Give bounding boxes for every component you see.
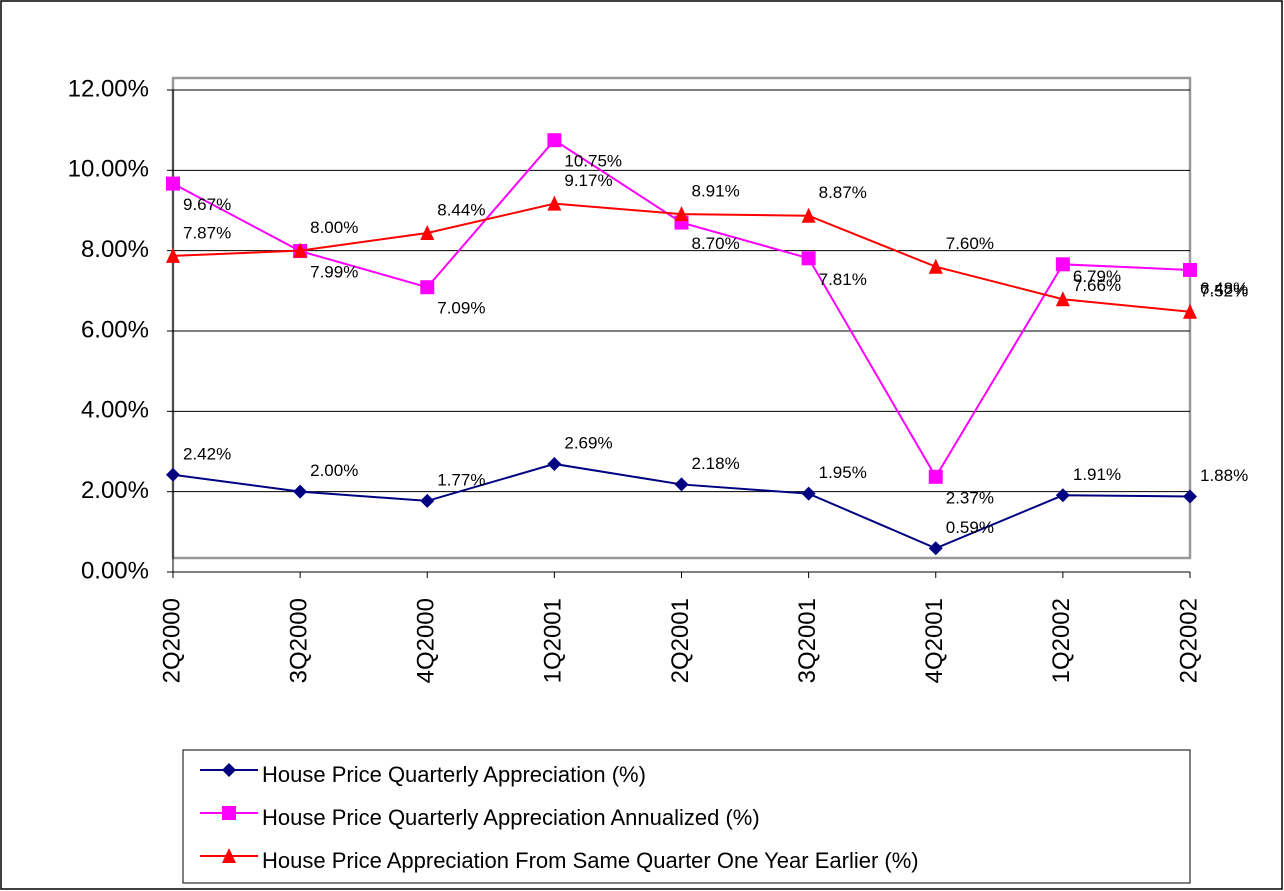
y-tick-label: 12.00% xyxy=(68,75,149,102)
y-tick-label: 2.00% xyxy=(81,477,149,504)
data-label: 7.60% xyxy=(946,234,994,253)
data-label: 1.88% xyxy=(1200,466,1248,485)
data-point xyxy=(420,280,435,295)
data-label: 9.67% xyxy=(183,195,231,214)
data-point xyxy=(547,456,562,471)
data-point xyxy=(674,477,689,492)
data-label: 8.87% xyxy=(819,183,867,202)
data-label: 8.70% xyxy=(692,234,740,253)
legend-label: House Price Appreciation From Same Quart… xyxy=(262,848,919,873)
data-point xyxy=(293,484,308,499)
x-tick-label: 1Q2002 xyxy=(1048,598,1075,683)
data-label: 8.91% xyxy=(692,182,740,201)
x-tick-label: 1Q2001 xyxy=(540,598,567,683)
data-point xyxy=(928,258,943,274)
y-tick-label: 0.00% xyxy=(81,557,149,584)
x-tick-label: 3Q2000 xyxy=(285,598,312,683)
data-point xyxy=(1055,257,1070,272)
y-tick-label: 10.00% xyxy=(68,156,149,183)
data-point xyxy=(166,467,180,482)
legend-label: House Price Quarterly Appreciation Annua… xyxy=(262,805,760,830)
data-point xyxy=(547,195,562,211)
data-label: 7.81% xyxy=(819,270,867,289)
data-point xyxy=(166,247,180,263)
data-point xyxy=(1183,303,1197,319)
data-label: 7.99% xyxy=(310,263,358,282)
y-tick-label: 4.00% xyxy=(81,397,149,424)
data-point xyxy=(166,176,180,191)
data-label: 0.59% xyxy=(946,518,994,537)
data-label: 1.77% xyxy=(437,470,485,489)
legend-marker xyxy=(222,763,236,777)
data-label: 9.17% xyxy=(564,171,612,190)
data-label: 2.69% xyxy=(564,433,612,452)
data-point xyxy=(1183,489,1197,504)
data-point xyxy=(420,224,435,240)
x-tick-label: 2Q2002 xyxy=(1175,598,1202,683)
data-point xyxy=(1055,291,1070,307)
x-tick-label: 2Q2001 xyxy=(667,598,694,683)
data-label: 7.87% xyxy=(183,223,231,242)
data-label: 2.00% xyxy=(310,461,358,480)
data-point xyxy=(801,486,816,501)
data-label: 1.91% xyxy=(1073,465,1121,484)
legend-box xyxy=(182,749,1191,884)
data-label: 10.75% xyxy=(564,152,622,171)
x-tick-label: 3Q2001 xyxy=(794,598,821,683)
data-label: 6.48% xyxy=(1200,279,1248,298)
data-point xyxy=(801,251,816,266)
data-label: 8.00% xyxy=(310,218,358,237)
x-tick-label: 2Q2000 xyxy=(158,598,185,683)
data-label: 2.37% xyxy=(946,488,994,507)
data-label: 2.42% xyxy=(183,444,231,463)
data-point xyxy=(801,207,816,223)
legend-marker xyxy=(222,848,236,863)
data-label: 7.09% xyxy=(437,299,485,318)
y-tick-label: 8.00% xyxy=(81,236,149,263)
data-label: 6.79% xyxy=(1073,267,1121,286)
data-point xyxy=(420,493,435,508)
x-tick-label: 4Q2000 xyxy=(413,598,440,683)
data-point xyxy=(928,541,943,556)
data-point xyxy=(1055,488,1070,503)
x-tick-label: 4Q2001 xyxy=(921,598,948,683)
data-label: 7.52% xyxy=(1200,281,1248,300)
data-label: 2.18% xyxy=(692,454,740,473)
data-label: 1.95% xyxy=(819,463,867,482)
data-point xyxy=(674,206,689,222)
data-point xyxy=(928,469,943,484)
data-point xyxy=(1183,262,1197,277)
legend-label: House Price Quarterly Appreciation (%) xyxy=(262,762,646,787)
legend-marker xyxy=(222,806,236,820)
data-point xyxy=(547,133,562,148)
data-point xyxy=(293,242,308,258)
y-tick-label: 6.00% xyxy=(81,316,149,343)
data-label: 8.44% xyxy=(437,200,485,219)
data-label: 7.66% xyxy=(1073,276,1121,295)
